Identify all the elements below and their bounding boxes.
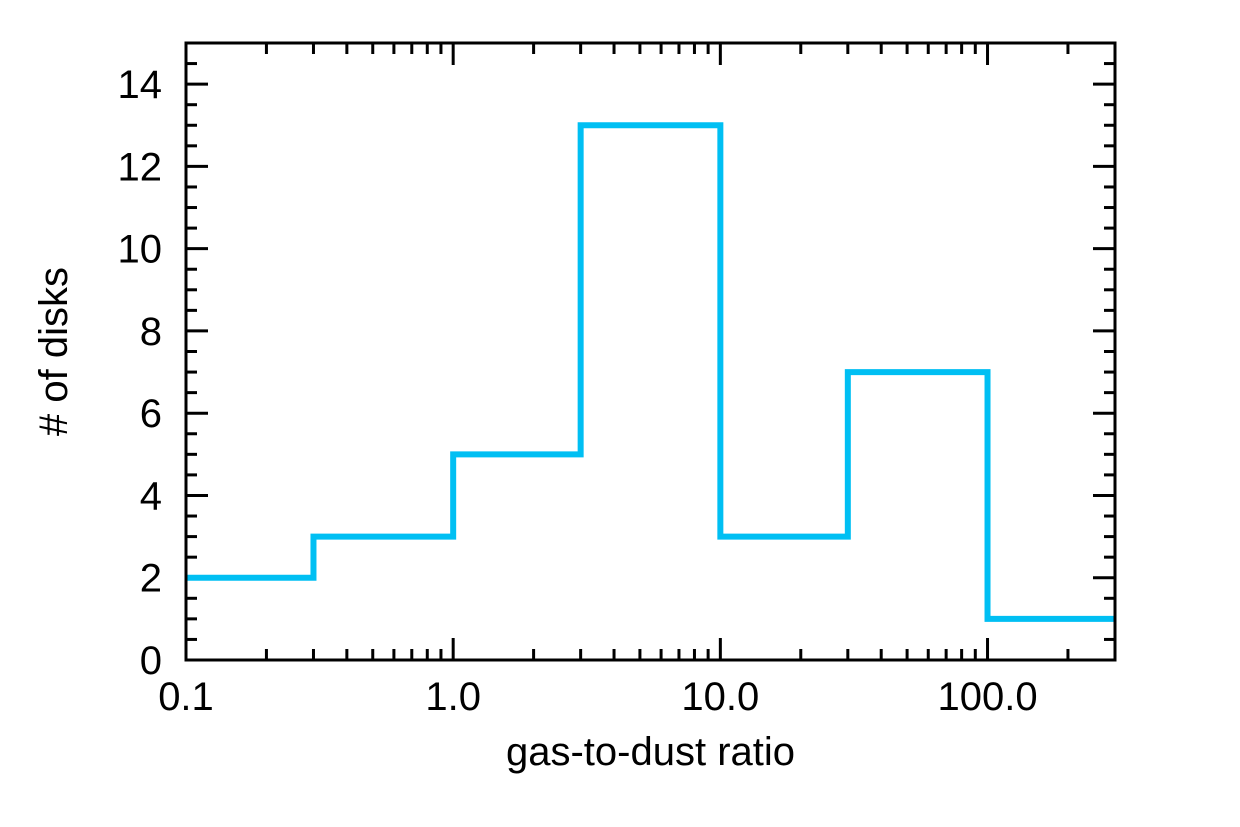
y-tick-label: 4 — [140, 474, 162, 518]
x-tick-label: 100.0 — [937, 675, 1037, 719]
y-tick-label: 2 — [140, 557, 162, 601]
y-tick-label: 0 — [140, 639, 162, 683]
x-tick-labels: 0.1 1.0 10.0 100.0 — [158, 675, 1037, 719]
x-tick-label: 1.0 — [425, 675, 481, 719]
y-tick-labels: 0 2 4 6 8 10 12 14 — [118, 63, 163, 683]
y-tick-label: 14 — [118, 63, 163, 107]
plot-frame — [184, 41, 1117, 662]
y-tick-label: 8 — [140, 310, 162, 354]
axis-ticks — [184, 41, 1117, 662]
x-axis-title: gas-to-dust ratio — [506, 730, 795, 774]
histogram-step-line — [186, 122, 1115, 622]
y-axis-title: # of disks — [32, 267, 76, 436]
y-tick-label: 10 — [118, 228, 163, 272]
x-tick-label: 10.0 — [681, 675, 759, 719]
x-tick-label: 0.1 — [158, 675, 214, 719]
y-tick-label: 12 — [118, 145, 163, 189]
y-tick-label: 6 — [140, 392, 162, 436]
